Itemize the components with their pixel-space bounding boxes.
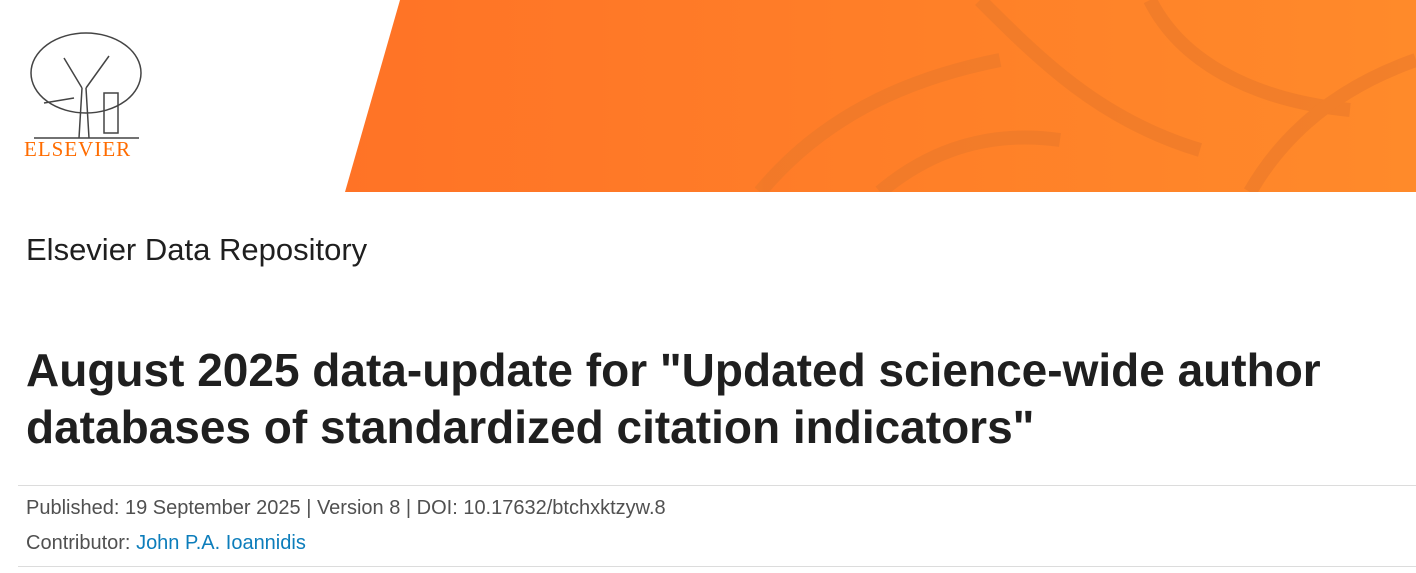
divider	[18, 566, 1416, 567]
elsevier-logo-text[interactable]: ELSEVIER	[24, 137, 132, 161]
contributor-info: Contributor: John P.A. Ioannidis	[26, 532, 306, 555]
contributor-link[interactable]: John P.A. Ioannidis	[136, 532, 306, 554]
elsevier-tree-logo-icon	[30, 32, 142, 139]
header-banner	[345, 0, 1416, 192]
published-info: Published: 19 September 2025 | Version 8…	[26, 497, 666, 519]
dataset-title: August 2025 data-update for "Updated sci…	[26, 344, 1321, 453]
repository-title[interactable]: Elsevier Data Repository	[26, 232, 368, 267]
divider	[18, 485, 1416, 486]
contributor-label: Contributor:	[26, 532, 137, 554]
